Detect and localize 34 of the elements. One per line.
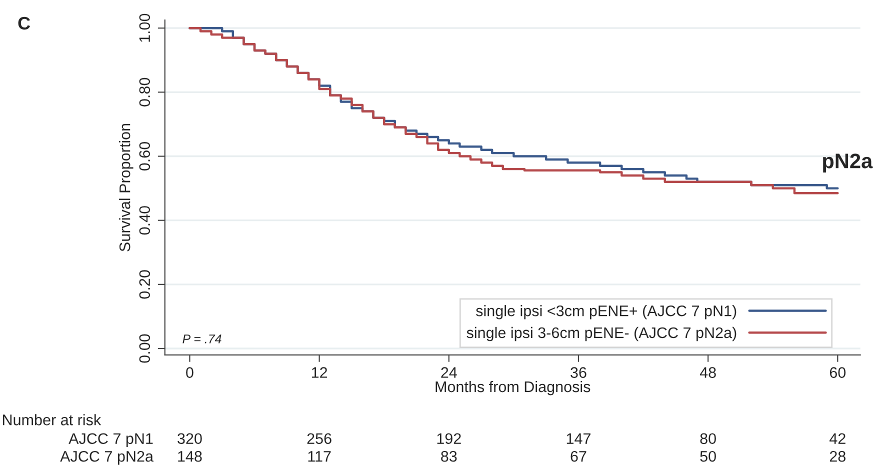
y-tick-label: 0.00 — [139, 334, 150, 363]
y-tick-label: 0.20 — [139, 270, 150, 299]
legend-label: single ipsi 3-6cm pENE- (AJCC 7 pN2a) — [466, 326, 736, 342]
y-axis-title: Survival Proportion — [119, 124, 134, 252]
y-tick-label: 0.80 — [139, 78, 150, 106]
legend-label: single ipsi <3cm pENE+ (AJCC 7 pN1) — [476, 305, 736, 320]
x-tick-label: 24 — [441, 367, 457, 378]
y-tick-label: 0.60 — [139, 142, 150, 171]
text: 42 — [830, 433, 846, 444]
annotation: pN2a — [823, 154, 873, 172]
text: 83 — [441, 450, 457, 462]
y-tick-label: 0.40 — [139, 206, 150, 235]
text: 148 — [178, 450, 202, 462]
x-tick-label: 12 — [312, 367, 328, 378]
text: 28 — [830, 450, 846, 462]
text: AJCC 7 pN1 — [68, 433, 153, 448]
text: 192 — [437, 433, 461, 444]
text: 67 — [570, 450, 586, 462]
text: 256 — [307, 433, 332, 444]
x-tick-label: 48 — [700, 367, 716, 378]
x-tick-label: 0 — [186, 367, 194, 378]
x-tick-label: 36 — [570, 367, 586, 378]
x-tick-label: 60 — [830, 367, 846, 378]
y-tick-label: 1.00 — [139, 14, 150, 42]
text: Number at risk — [3, 414, 102, 426]
text: 147 — [566, 433, 590, 444]
annotation: P = .74 — [182, 334, 222, 344]
text: 320 — [178, 433, 202, 444]
text: 80 — [700, 433, 716, 444]
text: C — [18, 16, 30, 30]
text: AJCC 7 pN2a — [60, 450, 154, 465]
x-axis-title: Months from Diagnosis — [436, 380, 590, 396]
text: 117 — [308, 451, 331, 462]
text: 50 — [700, 450, 716, 462]
